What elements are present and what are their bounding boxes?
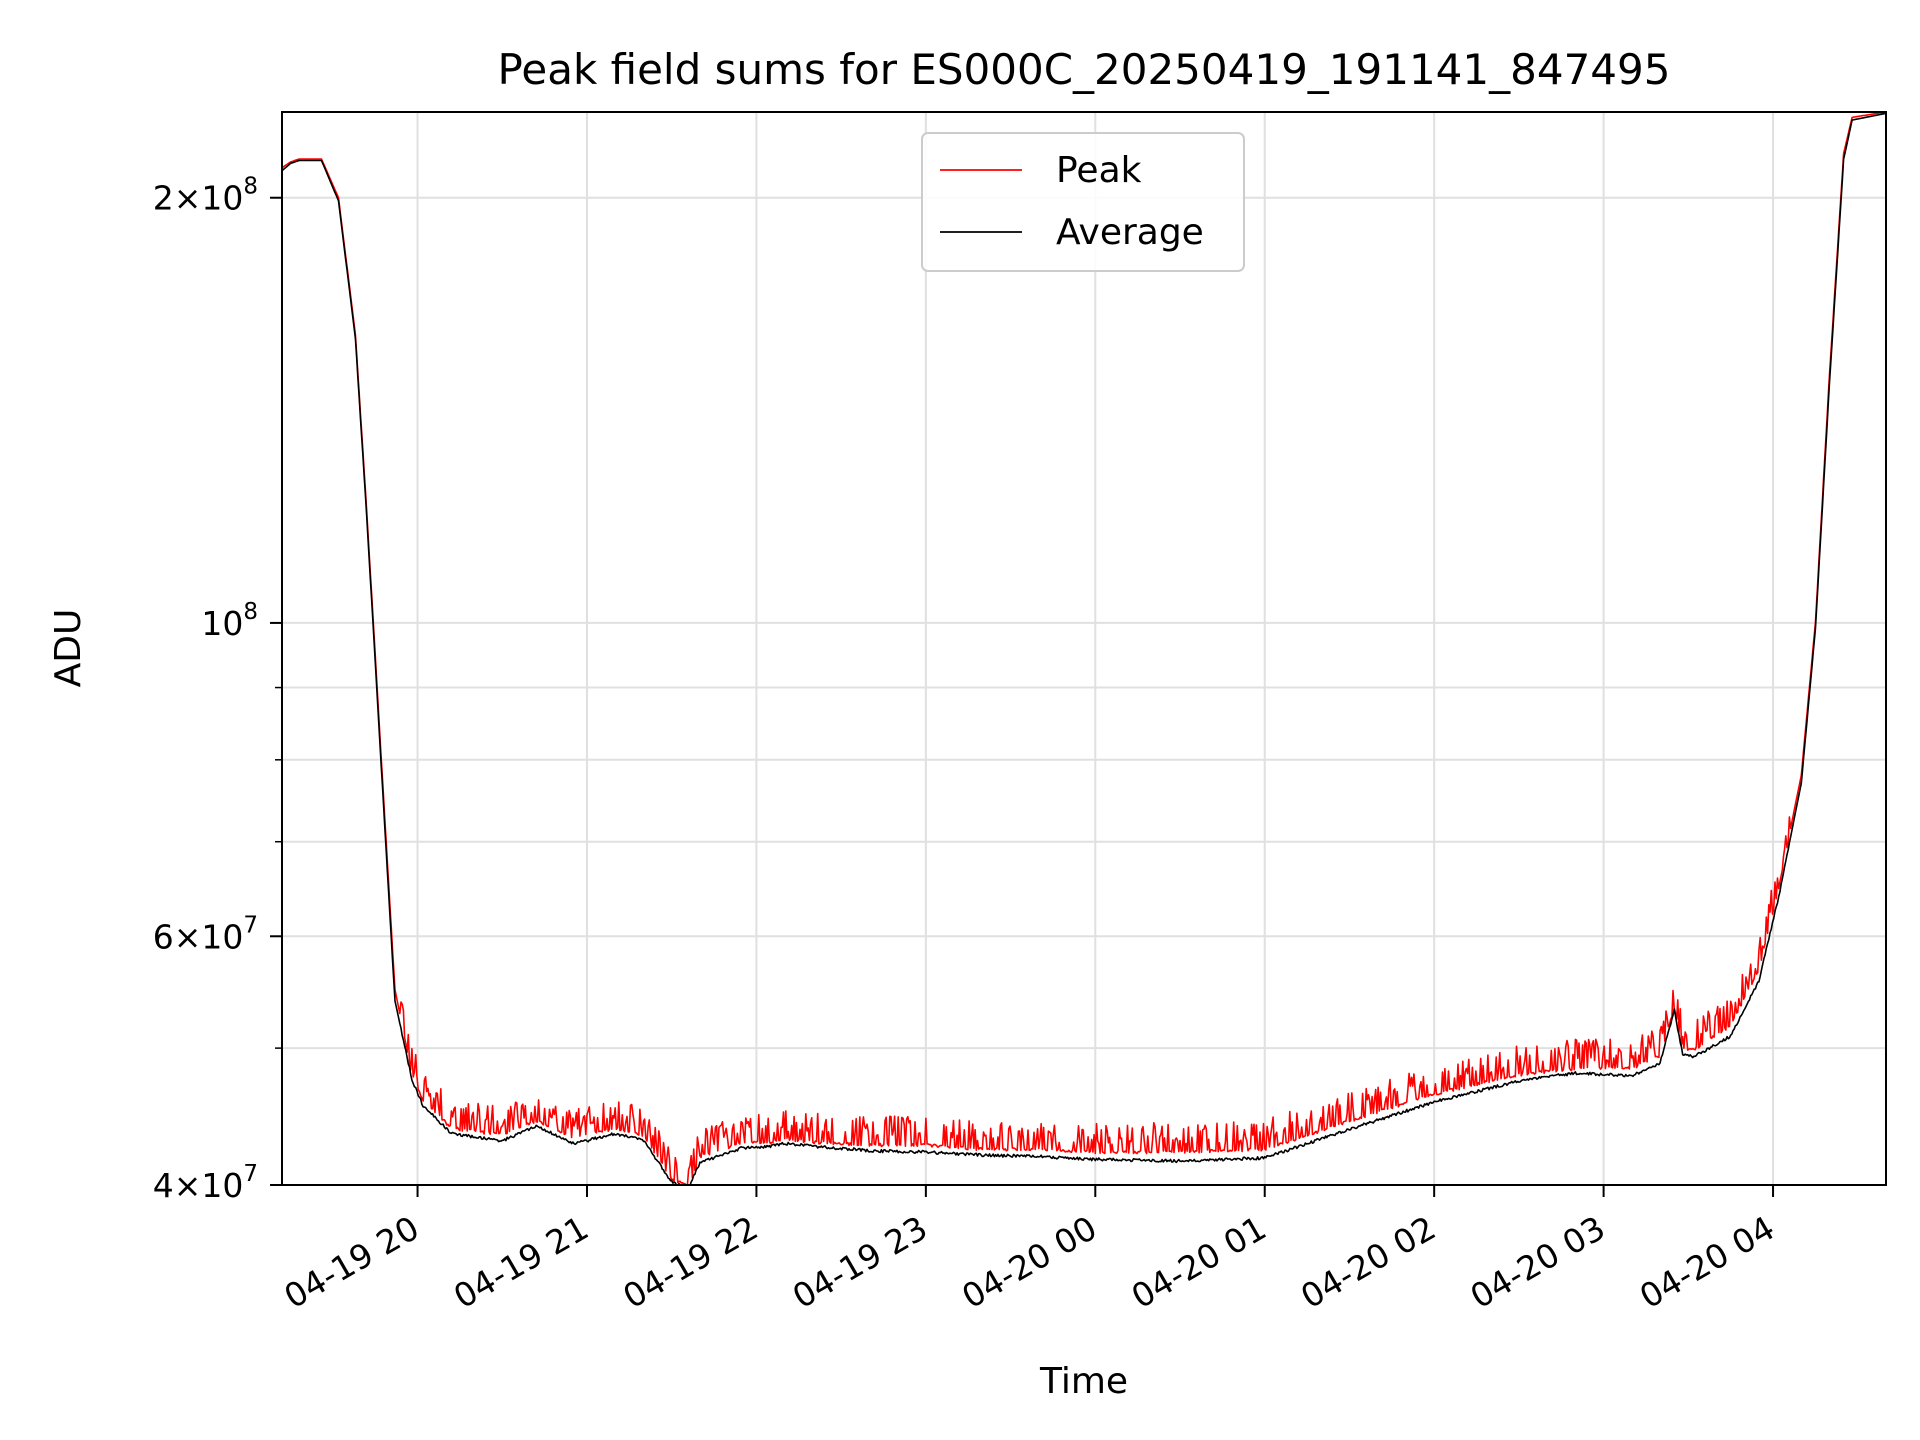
y-axis-label: ADU — [48, 609, 89, 688]
legend: Peak Average — [921, 132, 1245, 272]
series-line-peak — [282, 112, 1886, 1185]
plot-frame — [281, 111, 1887, 1186]
legend-label-peak: Peak — [1056, 150, 1142, 191]
legend-box — [921, 132, 1245, 272]
y-axis: 4×107 6×107 108 2×108 — [153, 174, 282, 1205]
chart-title: Peak field sums for ES000C_20250419_1911… — [498, 45, 1671, 94]
y-tick-label: 108 — [201, 599, 258, 643]
y-tick-label: 6×107 — [153, 912, 258, 956]
y-tick-label: 4×107 — [153, 1161, 258, 1205]
series-layer — [282, 112, 1886, 1185]
legend-label-average: Average — [1056, 212, 1204, 253]
series-line-average — [282, 112, 1886, 1185]
x-axis-label: Time — [1039, 1361, 1128, 1402]
y-tick-label: 2×108 — [153, 174, 258, 218]
